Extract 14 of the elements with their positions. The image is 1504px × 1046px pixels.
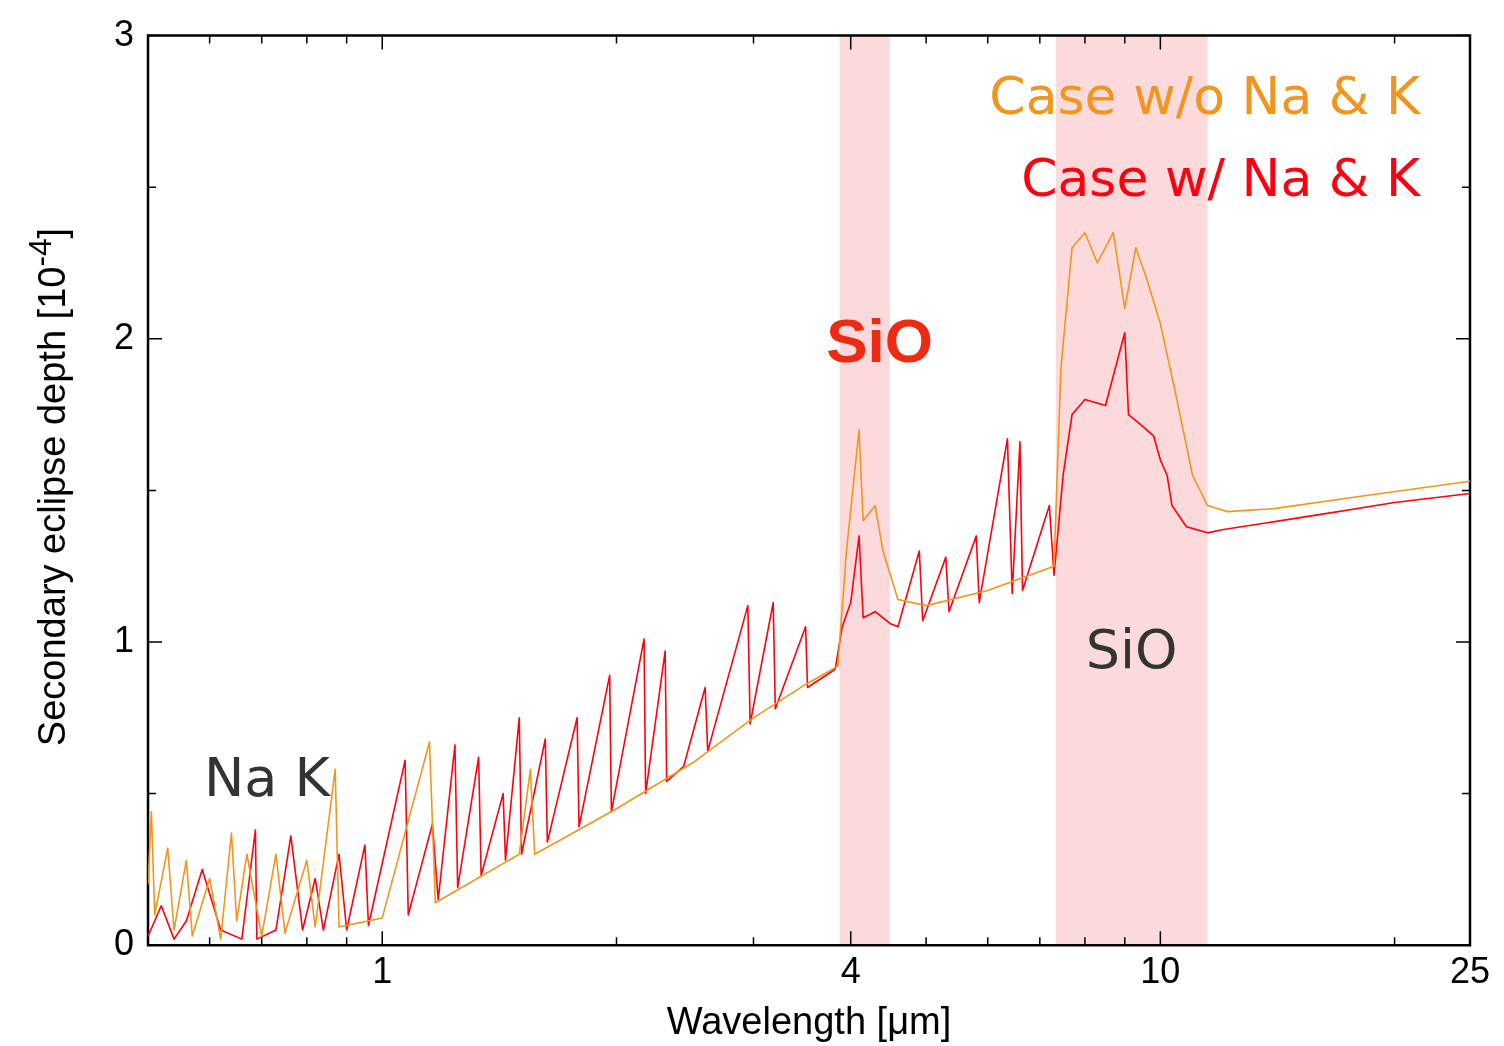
y-tick-label: 3 — [113, 12, 135, 54]
x-tick-label: 1 — [372, 949, 393, 991]
y-tick-label: 0 — [113, 922, 135, 964]
text: Case w/o Na & K — [989, 66, 1422, 127]
x-tick-label: 4 — [840, 949, 861, 991]
text: Case w/ Na & K — [1021, 148, 1422, 209]
x-tick-label: 25 — [1449, 949, 1491, 991]
y-tick-label: 1 — [113, 618, 135, 660]
band-label: SiO — [1085, 618, 1178, 682]
x-axis-title: Wavelength [μm] — [666, 999, 952, 1042]
annotation: Na K — [203, 745, 332, 809]
band-label: SiO — [826, 305, 934, 375]
y-tick-label: 2 — [113, 315, 135, 357]
x-tick-label: 10 — [1140, 949, 1181, 991]
